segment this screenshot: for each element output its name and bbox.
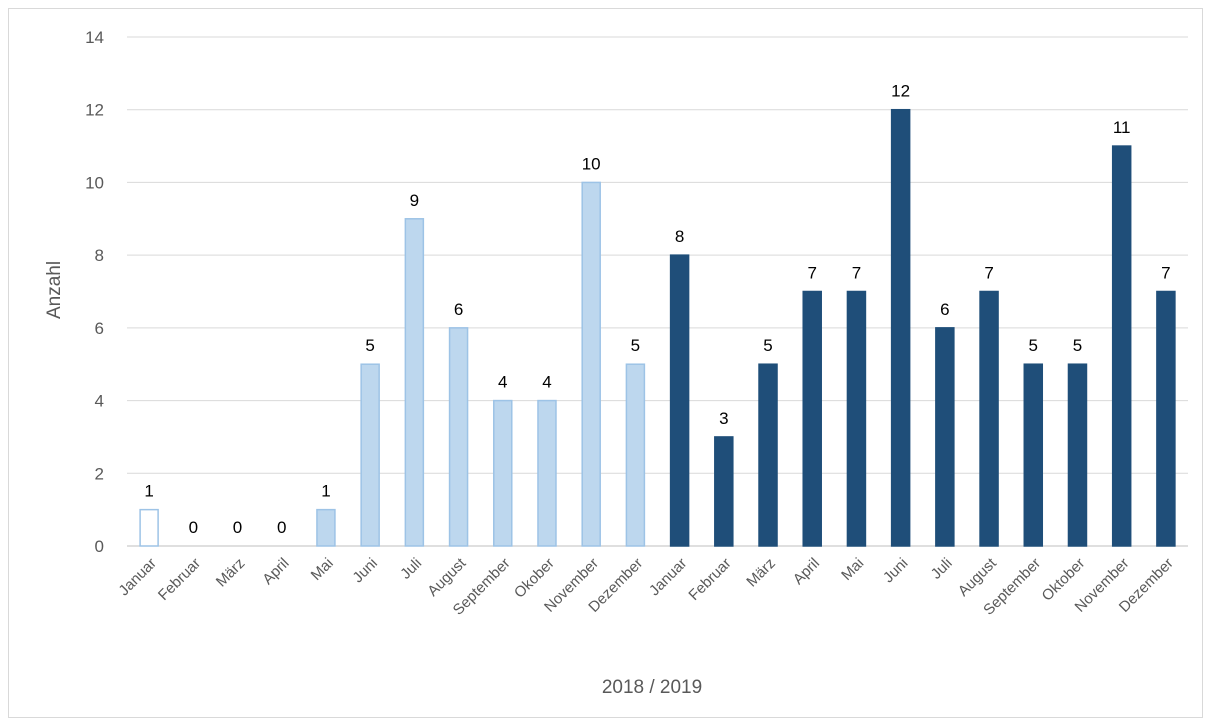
bar xyxy=(360,363,380,547)
data-label: 6 xyxy=(940,300,949,319)
x-tick-label: Juli xyxy=(397,555,425,583)
y-tick-label: 14 xyxy=(85,28,104,47)
data-label: 1 xyxy=(144,482,153,501)
x-tick-label: Juli xyxy=(928,555,956,583)
bar xyxy=(316,508,336,547)
x-tick-label: Juni xyxy=(880,555,911,586)
bars xyxy=(139,108,1176,547)
bar xyxy=(846,290,867,547)
y-tick-label: 2 xyxy=(95,464,104,483)
data-label: 9 xyxy=(410,191,419,210)
bar xyxy=(448,327,469,547)
data-label: 7 xyxy=(807,264,816,283)
bar xyxy=(493,399,513,547)
bar xyxy=(1023,363,1044,547)
bar xyxy=(625,363,646,547)
data-label: 0 xyxy=(233,518,242,537)
data-label: 5 xyxy=(763,336,772,355)
data-label: 5 xyxy=(631,336,640,355)
data-label: 5 xyxy=(365,336,374,355)
data-label: 0 xyxy=(189,518,198,537)
x-tick-label: Mai xyxy=(838,555,867,584)
data-label: 6 xyxy=(454,300,463,319)
bar xyxy=(669,254,690,547)
data-label: 0 xyxy=(277,518,286,537)
data-label: 5 xyxy=(1073,336,1082,355)
bar xyxy=(935,327,955,547)
x-tick-label: Februar xyxy=(685,555,734,604)
data-label: 7 xyxy=(984,264,993,283)
data-label: 1 xyxy=(321,482,330,501)
chart-frame xyxy=(8,8,1203,718)
x-tick-label: Februar xyxy=(155,555,204,604)
data-label: 11 xyxy=(1113,118,1131,137)
data-label: 3 xyxy=(719,409,728,428)
x-tick-label: März xyxy=(743,555,779,591)
y-tick-label: 6 xyxy=(95,319,104,338)
data-label: 4 xyxy=(498,373,507,392)
x-tick-label: Mai xyxy=(308,555,337,584)
x-axis-title: 2018 / 2019 xyxy=(602,677,702,698)
bar xyxy=(758,363,778,547)
y-axis-ticks: 0 2 4 6 8 10 12 14 xyxy=(85,28,104,556)
data-label: 5 xyxy=(1029,336,1038,355)
bar xyxy=(581,181,601,547)
bar xyxy=(537,399,557,547)
y-tick-label: 4 xyxy=(95,392,104,411)
x-tick-label: März xyxy=(213,555,249,591)
gridlines xyxy=(127,36,1188,547)
data-label: 7 xyxy=(852,264,861,283)
data-label: 12 xyxy=(891,82,910,101)
data-label: 10 xyxy=(582,154,601,173)
bar xyxy=(139,508,159,547)
bar xyxy=(802,290,822,547)
bar xyxy=(1156,290,1176,547)
y-tick-label: 8 xyxy=(95,246,104,265)
x-tick-label: Januar xyxy=(646,555,690,599)
x-tick-label: April xyxy=(259,555,292,588)
x-tick-label: Juni xyxy=(349,555,380,586)
bar xyxy=(1111,145,1132,547)
bar xyxy=(1067,363,1088,547)
y-tick-label: 0 xyxy=(95,537,104,556)
data-label: 4 xyxy=(542,373,551,392)
bar xyxy=(714,436,734,547)
bar xyxy=(890,108,911,547)
y-tick-label: 12 xyxy=(85,101,104,120)
bar xyxy=(404,218,425,547)
y-tick-label: 10 xyxy=(85,173,104,192)
bar xyxy=(979,290,999,547)
x-tick-label: Januar xyxy=(115,555,159,599)
y-axis-title: Anzahl xyxy=(44,261,65,319)
data-label: 7 xyxy=(1161,264,1170,283)
data-label: 8 xyxy=(675,227,684,246)
x-tick-label: April xyxy=(790,555,823,588)
